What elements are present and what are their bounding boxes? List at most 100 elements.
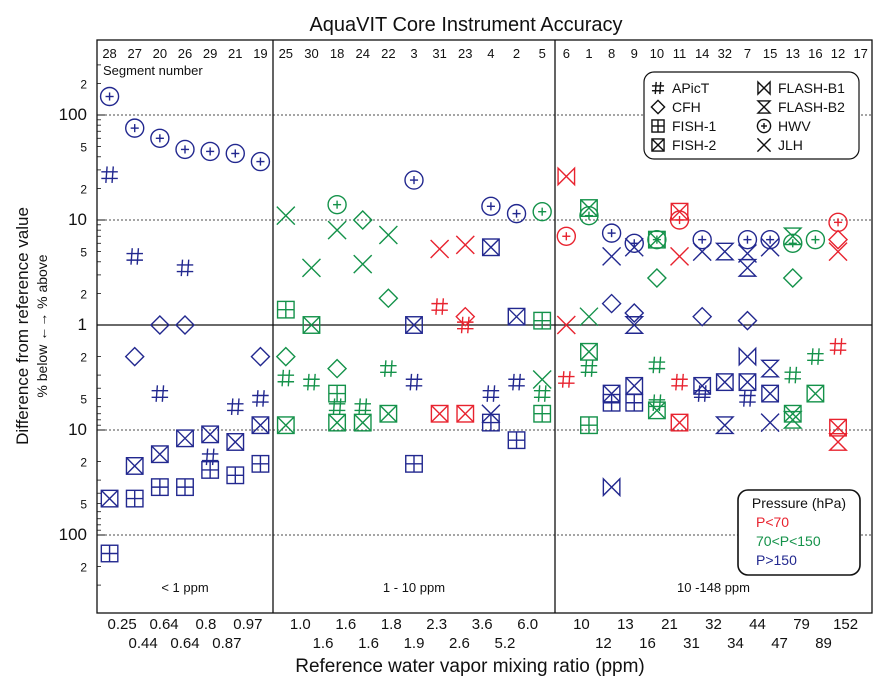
data-point-circleplus [506, 203, 527, 224]
data-point-hash [533, 385, 551, 402]
data-point-circleplus [737, 229, 758, 250]
instrument-legend-box [643, 71, 860, 160]
segment-number: 20 [153, 46, 167, 61]
data-points [99, 86, 849, 563]
legend-times-icon [756, 137, 772, 153]
data-point-hash [807, 348, 824, 365]
x-tick-label-bottom: 0.87 [212, 635, 241, 652]
y-tick-label: 2 [80, 456, 87, 470]
data-point-circleplus [669, 210, 690, 230]
instrument-legend: APicT CFH FISH-1 FISH-2 FLASH-B1 FLASH-B2 HWV J… [643, 71, 860, 160]
data-point-hash [176, 259, 194, 277]
x-tick-label-top: 0.64 [149, 616, 178, 633]
data-point-times [301, 258, 321, 278]
segment-number: 19 [253, 46, 267, 61]
data-point-times [378, 225, 398, 245]
data-point-boxtimes [761, 384, 780, 403]
segment-number: 3 [410, 46, 417, 61]
x-tick-label-bottom: 0.64 [170, 635, 199, 652]
data-point-circleplus [200, 141, 220, 162]
segment-number: 9 [631, 46, 638, 61]
segment-number: 23 [458, 46, 472, 61]
y-tick-label: 5 [80, 246, 87, 260]
data-point-boxtimes [715, 373, 734, 392]
data-point-boxplus [100, 544, 119, 563]
y-tick-label: 100 [59, 105, 87, 124]
y-axis-label-sub: % below ←→ % above [34, 254, 50, 397]
legend-instrument-label: JLH [778, 137, 803, 153]
segment-number: 31 [432, 46, 446, 61]
data-point-boxtimes [125, 457, 144, 475]
data-point-boxtimes [176, 429, 194, 448]
data-point-boxplus [150, 478, 169, 497]
data-point-hash [829, 338, 847, 355]
data-point-boxtimes [328, 413, 347, 432]
data-point-boxtimes [226, 433, 245, 451]
data-point-circleplus [225, 143, 245, 164]
data-point-hash [303, 373, 320, 391]
data-point-boxtimes [353, 413, 372, 432]
segment-number: 30 [304, 46, 318, 61]
legend-instrument-label: FLASH-B2 [778, 99, 845, 115]
legend-diamond-icon [650, 99, 666, 115]
data-point-boxtimes [580, 199, 598, 217]
x-tick-label-top: 13 [617, 616, 634, 633]
data-point-boxplus [328, 384, 347, 403]
segment-number: 6 [563, 46, 570, 61]
x-tick-label-bottom: 34 [727, 635, 744, 652]
segment-number: 2 [513, 46, 520, 61]
x-tick-label-bottom: 2.6 [449, 635, 470, 652]
data-point-bowtie [602, 477, 621, 498]
data-point-times [828, 242, 848, 262]
segment-number: 7 [744, 46, 751, 61]
data-point-times [353, 254, 373, 274]
x-tick-label-bottom: 31 [683, 635, 700, 652]
data-point-hash [277, 369, 295, 387]
data-point-times [327, 220, 347, 240]
data-point-diamond [692, 306, 713, 327]
data-point-circleplus [828, 212, 848, 233]
data-point-boxtimes [150, 445, 169, 464]
segment-number: 12 [831, 46, 845, 61]
pressure-legend: Pressure (hPa) P<70 70<P<150 P>150 [737, 489, 861, 576]
data-point-hash [482, 385, 500, 402]
legend-boxtimes-icon [651, 138, 665, 152]
x-tick-label-bottom: 1.6 [358, 635, 379, 652]
data-point-boxtimes [738, 373, 757, 392]
x-tick-label-top: 0.8 [196, 616, 217, 633]
data-point-hourglass [714, 416, 735, 435]
x-tick-label-top: 0.97 [233, 616, 262, 633]
x-tick-label-top: 44 [749, 616, 766, 633]
data-point-diamond [250, 346, 271, 367]
x-tick-label-top: 0.25 [108, 616, 137, 633]
data-point-boxplus [533, 404, 552, 423]
data-point-boxplus [405, 454, 423, 473]
data-point-boxtimes [251, 416, 270, 435]
y-tick-label: 5 [80, 497, 87, 511]
data-point-hourglass [760, 359, 781, 378]
legend-instrument-label: FLASH-B1 [778, 80, 845, 96]
y-tick-label: 100 [59, 525, 87, 544]
data-point-times [455, 235, 475, 255]
data-point-boxplus [507, 431, 526, 450]
y-tick-label: 10 [68, 210, 87, 229]
data-point-boxplus [580, 416, 598, 435]
x-tick-label-top: 3.6 [472, 616, 493, 633]
data-point-circleplus [250, 151, 271, 172]
data-point-hash [252, 390, 269, 407]
ppm-range-label: 10 -148 ppm [677, 580, 750, 595]
segment-number: 29 [203, 46, 217, 61]
data-point-boxplus [125, 489, 144, 508]
x-tick-label-top: 1.8 [381, 616, 402, 633]
x-tick-label-bottom: 12 [595, 635, 612, 652]
data-point-boxtimes [456, 404, 475, 423]
data-point-diamond [352, 210, 373, 230]
segment-number: 32 [718, 46, 732, 61]
data-point-hourglass [782, 410, 803, 429]
data-point-boxtimes [670, 413, 689, 432]
segment-number: 26 [178, 46, 192, 61]
data-point-circleplus [760, 229, 780, 250]
data-point-circleplus [556, 226, 577, 246]
data-point-circleplus [624, 233, 644, 253]
segment-number: 1 [585, 46, 592, 61]
